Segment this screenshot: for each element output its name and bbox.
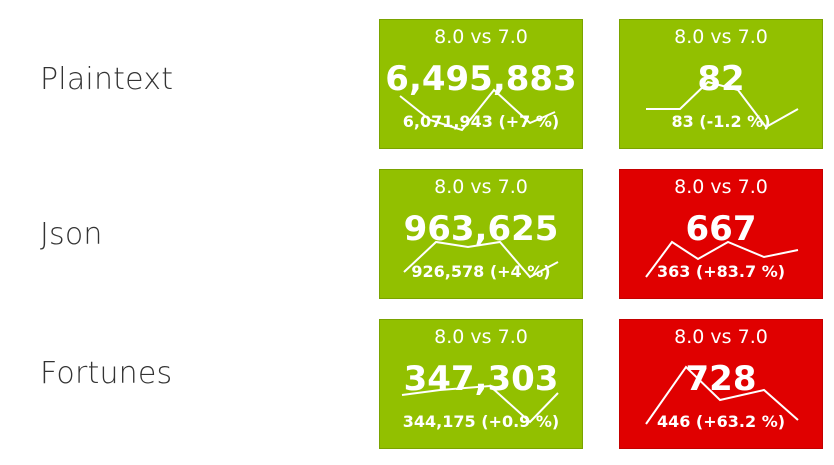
tile-value: 347,303 [403, 359, 559, 399]
tile-comparison: 8.0 vs 7.0 [674, 26, 768, 48]
row-label-json: Json [40, 217, 103, 252]
row-label-fortunes: Fortunes [40, 356, 173, 391]
tile-subvalue: 344,175 (+0.9 %) [402, 412, 560, 431]
tile-comparison: 8.0 vs 7.0 [434, 176, 528, 198]
tile-plaintext-latency[interactable]: 8.0 vs 7.0 82 83 (-1.2 %) [619, 19, 823, 149]
tile-value: 6,495,883 [385, 59, 577, 99]
tile-value: 82 [697, 59, 745, 99]
sparkline [646, 80, 799, 129]
tile-fortunes-latency[interactable]: 8.0 vs 7.0 728 446 (+63.2 %) [619, 319, 823, 449]
tile-subvalue: 83 (-1.2 %) [671, 112, 771, 131]
tile-plaintext-rps[interactable]: 8.0 vs 7.0 6,495,883 6,071,943 (+7 %) [379, 19, 583, 149]
sparkline [403, 240, 559, 279]
tile-comparison: 8.0 vs 7.0 [674, 176, 768, 198]
tile-json-latency[interactable]: 8.0 vs 7.0 667 363 (+83.7 %) [619, 169, 823, 299]
sparkline [645, 365, 799, 425]
sparkline [401, 384, 559, 424]
tile-comparison: 8.0 vs 7.0 [674, 326, 768, 348]
tile-value: 963,625 [403, 209, 559, 249]
tile-value: 667 [685, 209, 757, 249]
sparkline [399, 88, 556, 132]
sparkline [645, 240, 799, 278]
tile-subvalue: 6,071,943 (+7 %) [402, 112, 560, 131]
tile-fortunes-rps[interactable]: 8.0 vs 7.0 347,303 344,175 (+0.9 %) [379, 319, 583, 449]
tile-subvalue: 446 (+63.2 %) [656, 412, 786, 431]
tile-subvalue: 363 (+83.7 %) [656, 262, 786, 281]
tile-comparison: 8.0 vs 7.0 [434, 326, 528, 348]
tile-comparison: 8.0 vs 7.0 [434, 26, 528, 48]
row-label-plaintext: Plaintext [40, 62, 174, 97]
tile-value: 728 [685, 359, 757, 399]
tile-json-rps[interactable]: 8.0 vs 7.0 963,625 926,578 (+4 %) [379, 169, 583, 299]
tile-subvalue: 926,578 (+4 %) [411, 262, 551, 281]
